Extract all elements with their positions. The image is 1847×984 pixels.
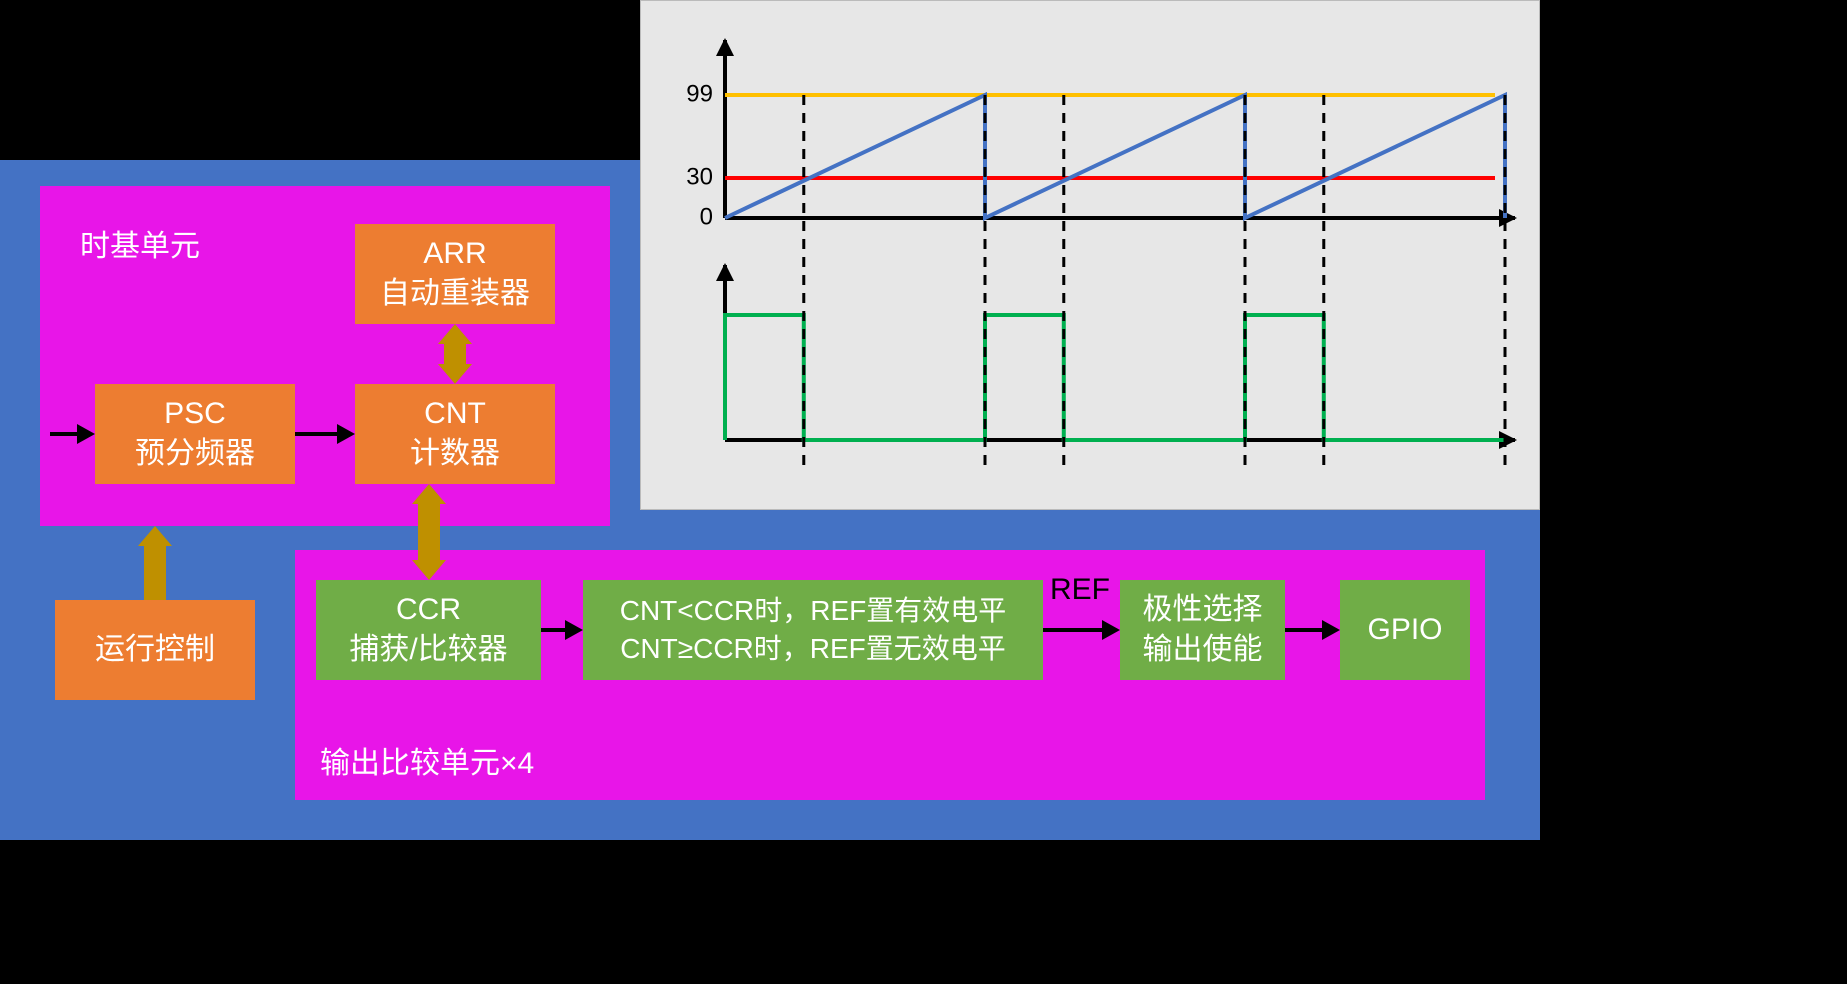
arr-box-line2: 自动重装器 <box>380 274 530 315</box>
arrow-pol-gpio <box>1285 628 1326 632</box>
label-30: 30 <box>686 163 713 190</box>
psc-box-line1: PSC <box>164 394 226 435</box>
pwm-waveform <box>725 315 1505 440</box>
olive-arrow-run-timebase <box>128 526 182 600</box>
arr-box: ARR自动重装器 <box>355 224 555 324</box>
arrow-ccr-logic-head <box>565 620 583 640</box>
gpio-box: GPIO <box>1340 580 1470 680</box>
run-control-box: 运行控制 <box>55 600 255 700</box>
timebase-panel-title: 时基单元 <box>80 221 200 265</box>
cnt-box: CNT计数器 <box>355 384 555 484</box>
label-99: 99 <box>686 80 713 107</box>
arrow-pol-gpio-head <box>1322 620 1340 640</box>
arrow-in-psc-head <box>77 424 95 444</box>
cnt-box-line2: 计数器 <box>410 434 500 475</box>
ref-logic-box: CNT<CCR时，REF置有效电平CNT≥CCR时，REF置无效电平 <box>583 580 1043 680</box>
polarity-box-line2: 输出使能 <box>1143 630 1263 671</box>
label-0: 0 <box>700 203 713 230</box>
olive-arrow-arr-cnt <box>428 324 482 384</box>
ccr-box-line1: CCR <box>396 590 461 631</box>
cnt-sawtooth <box>725 95 1505 218</box>
gpio-box-line1: GPIO <box>1367 610 1442 651</box>
chart-svg: 99 30 0 <box>640 0 1540 510</box>
arr-box-line1: ARR <box>423 234 486 275</box>
psc-box-line2: 预分频器 <box>135 434 255 475</box>
output-compare-panel-title: 输出比较单元×4 <box>320 738 534 782</box>
arrow-logic-pol-head <box>1102 620 1120 640</box>
ccr-box: CCR捕获/比较器 <box>316 580 541 680</box>
ccr-box-line2: 捕获/比较器 <box>349 630 507 671</box>
arrow-logic-pol <box>1043 628 1106 632</box>
arrow-psc-cnt-head <box>337 424 355 444</box>
arrow-psc-cnt <box>295 432 341 436</box>
polarity-box: 极性选择输出使能 <box>1120 580 1285 680</box>
run-control-box-line1: 运行控制 <box>95 630 215 671</box>
olive-arrow-cnt-ccr <box>402 484 456 580</box>
ref-logic-box-line2: CNT≥CCR时，REF置无效电平 <box>620 630 1006 668</box>
ref-logic-box-line1: CNT<CCR时，REF置有效电平 <box>620 592 1007 630</box>
ref-label: REF <box>1050 573 1110 607</box>
polarity-box-line1: 极性选择 <box>1143 590 1263 631</box>
psc-box: PSC预分频器 <box>95 384 295 484</box>
cnt-box-line1: CNT <box>424 394 486 435</box>
